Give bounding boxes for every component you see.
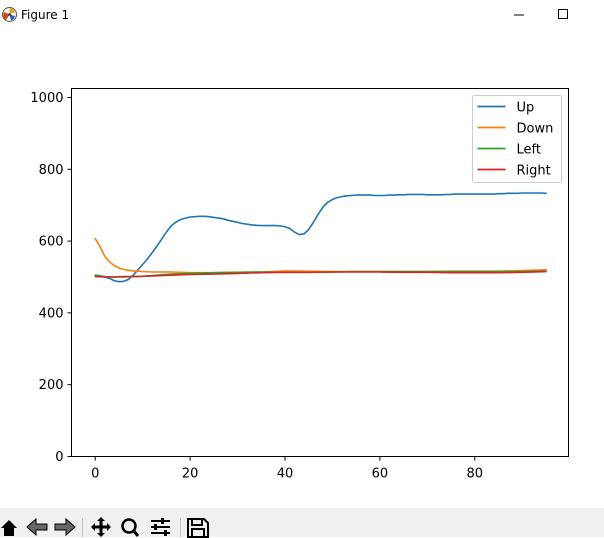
- series-line-right: [94, 270, 547, 278]
- figure-canvas[interactable]: 0 20 40 60 80 0 200 400 600 800 1000 Up Down Left Ri…: [0, 30, 604, 508]
- x-tick-label: 80: [467, 467, 484, 482]
- y-axis: 0 200 400 600 800 1000: [30, 91, 72, 465]
- legend: Up Down Left Right: [472, 95, 562, 183]
- legend-label-up: Up: [517, 101, 535, 116]
- configure-subplots-icon[interactable]: [148, 516, 174, 538]
- matplotlib-logo-icon: [2, 7, 17, 22]
- y-tick-label: 1000: [30, 91, 63, 106]
- minimize-icon[interactable]: [504, 4, 532, 26]
- toolbar-separator: [82, 518, 83, 537]
- legend-label-left: Left: [517, 143, 541, 158]
- zoom-icon[interactable]: [117, 516, 143, 538]
- toolbar-separator: [180, 518, 181, 537]
- window-titlebar: Figure 1: [0, 0, 604, 30]
- y-tick-label: 0: [55, 450, 63, 465]
- save-icon[interactable]: [185, 516, 211, 538]
- y-tick-label: 800: [39, 163, 64, 178]
- legend-label-down: Down: [517, 122, 554, 137]
- line-chart: 0 20 40 60 80 0 200 400 600 800 1000 Up Down Left Ri…: [30, 88, 569, 482]
- axes-frame: [71, 88, 569, 457]
- window-title: Figure 1: [21, 8, 70, 22]
- x-tick-label: 40: [277, 467, 294, 482]
- legend-box: [472, 95, 562, 183]
- y-tick-label: 200: [39, 378, 64, 393]
- maximize-icon[interactable]: [549, 4, 577, 26]
- back-icon[interactable]: [25, 516, 51, 538]
- legend-label-right: Right: [517, 164, 551, 179]
- series-lines: [94, 192, 547, 283]
- pan-icon[interactable]: [88, 516, 114, 538]
- series-line-up: [94, 192, 547, 283]
- x-tick-label: 20: [182, 467, 199, 482]
- navigation-toolbar: [0, 508, 604, 538]
- home-icon[interactable]: [0, 516, 26, 538]
- y-tick-label: 600: [39, 235, 64, 250]
- y-tick-label: 400: [39, 306, 64, 321]
- x-tick-label: 0: [91, 467, 99, 482]
- x-tick-label: 60: [372, 467, 389, 482]
- x-axis: 0 20 40 60 80: [91, 456, 484, 482]
- forward-icon[interactable]: [51, 516, 77, 538]
